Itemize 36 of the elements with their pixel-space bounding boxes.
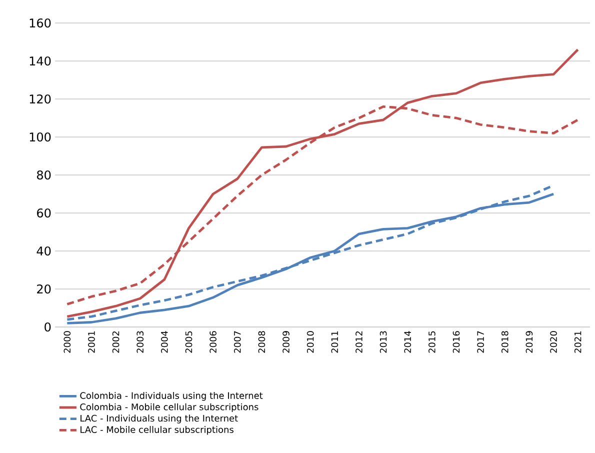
x-tick-label: 2000 [64, 331, 71, 353]
legend-label: Colombia - Individuals using the Internet [80, 392, 263, 401]
x-tick-label: 2017 [477, 331, 484, 353]
x-tick-label: 2014 [404, 331, 412, 353]
x-tick-label: 2005 [185, 331, 192, 353]
x-tick-label: 2008 [258, 331, 266, 353]
legend-label: LAC - Mobile cellular subscriptions [80, 426, 234, 435]
x-tick-label: 2002 [112, 331, 120, 353]
x-tick-label: 2007 [234, 331, 241, 353]
x-tick-label: 2019 [526, 331, 533, 353]
x-tick-label: 2015 [428, 331, 436, 353]
x-tick-label: 2006 [210, 331, 216, 353]
x-tick-label: 2016 [452, 331, 460, 353]
x-tick-label: 2011 [331, 331, 338, 353]
x-tick-label: 2013 [380, 331, 387, 353]
x-tick-label: 2012 [356, 331, 362, 353]
y-tick-label: 120 [30, 94, 51, 104]
x-tick-label: 2004 [161, 331, 168, 353]
y-tick-label: 100 [30, 132, 51, 142]
y-tick-label: 0 [44, 322, 51, 332]
y-tick-label: 140 [30, 56, 51, 66]
x-tick-label: 2001 [88, 331, 95, 353]
y-tick-label: 160 [30, 18, 51, 28]
y-tick-label: 40 [36, 246, 51, 256]
x-tick-label: 2010 [306, 331, 314, 353]
legend-label: Colombia - Mobile cellular subscriptions [80, 403, 258, 412]
line-series [66, 48, 580, 318]
x-tick-label: 2009 [282, 331, 290, 353]
x-tick-label: 2018 [501, 331, 508, 353]
legend-label: LAC - Individuals using the Internet [80, 414, 238, 424]
x-tick-label: 2021 [574, 331, 582, 353]
y-tick-label: 20 [37, 284, 51, 294]
x-tick-label: 2003 [136, 331, 144, 353]
y-tick-label: 80 [37, 170, 51, 180]
y-tick-label: 60 [37, 208, 51, 218]
x-tick-label: 2020 [550, 331, 557, 353]
